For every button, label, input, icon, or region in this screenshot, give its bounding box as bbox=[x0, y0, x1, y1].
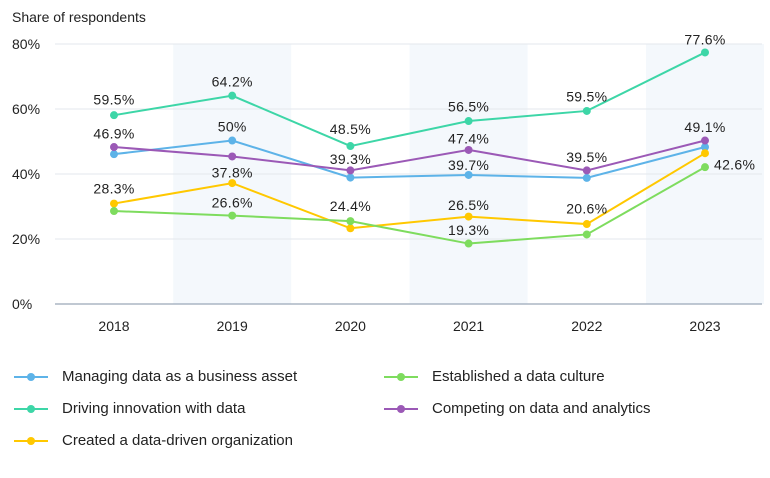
y-axis-title: Share of respondents bbox=[12, 9, 146, 25]
legend-item[interactable]: Driving innovation with data bbox=[14, 400, 245, 417]
data-label: 50% bbox=[218, 119, 247, 135]
legend-label: Established a data culture bbox=[432, 368, 605, 385]
data-point bbox=[346, 142, 355, 151]
data-label: 49.1% bbox=[684, 119, 725, 135]
data-label: 39.5% bbox=[566, 149, 607, 165]
data-point bbox=[110, 111, 118, 120]
data-point bbox=[464, 145, 473, 154]
data-label: 39.7% bbox=[448, 157, 489, 173]
series-line bbox=[113, 152, 706, 230]
data-label: 56.5% bbox=[448, 99, 489, 115]
line-chart: 0% 20% 40% 60% 80% Share of respondents 2018 20… bbox=[12, 9, 764, 334]
data-point bbox=[110, 199, 118, 208]
data-label: 28.3% bbox=[93, 180, 134, 196]
legend-item[interactable]: Established a data culture bbox=[384, 368, 605, 385]
series-line bbox=[113, 166, 706, 245]
data-point bbox=[228, 179, 237, 188]
data-point bbox=[582, 173, 591, 182]
data-point bbox=[464, 239, 473, 248]
data-label: 46.9% bbox=[93, 125, 134, 141]
data-label: 19.3% bbox=[448, 222, 489, 238]
data-point bbox=[346, 217, 355, 226]
x-tick-label: 2023 bbox=[689, 318, 720, 334]
legend-swatch-icon bbox=[384, 403, 418, 415]
legend-label: Driving innovation with data bbox=[62, 400, 246, 417]
data-label: 20.6% bbox=[566, 200, 607, 216]
legend-label: Created a data-driven organization bbox=[62, 432, 293, 449]
data-label: 26.6% bbox=[212, 194, 253, 210]
data-point bbox=[228, 211, 237, 220]
data-point bbox=[582, 166, 591, 175]
y-tick-label: 20% bbox=[12, 231, 40, 247]
data-label: 64.2% bbox=[212, 73, 253, 89]
data-point bbox=[110, 150, 118, 159]
legend-item[interactable]: Created a data-driven organization bbox=[14, 432, 293, 449]
legend-item[interactable]: Managing data as a business asset bbox=[14, 368, 297, 385]
series-line bbox=[113, 139, 706, 179]
data-point bbox=[110, 207, 118, 216]
x-tick-label: 2018 bbox=[98, 318, 129, 334]
data-point bbox=[346, 224, 355, 233]
data-label: 48.5% bbox=[330, 121, 371, 137]
legend-swatch-icon bbox=[14, 371, 48, 383]
data-point bbox=[464, 212, 473, 221]
data-label: 42.6% bbox=[714, 157, 755, 173]
data-point bbox=[582, 220, 591, 229]
legend-swatch-icon bbox=[14, 435, 48, 447]
legend-swatch-icon bbox=[384, 371, 418, 383]
data-point bbox=[701, 163, 709, 172]
data-label: 26.5% bbox=[448, 197, 489, 213]
data-point bbox=[701, 48, 709, 57]
data-label: 39.3% bbox=[330, 151, 371, 167]
data-point bbox=[464, 170, 473, 179]
data-point bbox=[228, 152, 237, 161]
x-tick-label: 2019 bbox=[217, 318, 248, 334]
data-point bbox=[228, 136, 237, 145]
data-point bbox=[346, 173, 355, 182]
data-point bbox=[582, 106, 591, 115]
data-point bbox=[110, 143, 118, 152]
legend-swatch-icon bbox=[14, 403, 48, 415]
x-tick-label: 2021 bbox=[453, 318, 484, 334]
y-tick-label: 60% bbox=[12, 101, 40, 117]
data-label: 24.4% bbox=[330, 198, 371, 214]
x-tick-label: 2020 bbox=[335, 318, 366, 334]
series-line bbox=[113, 139, 706, 172]
data-point bbox=[228, 91, 237, 100]
x-tick-label: 2022 bbox=[571, 318, 602, 334]
data-label: 47.4% bbox=[448, 130, 489, 146]
data-point bbox=[464, 117, 473, 126]
data-label: 37.8% bbox=[212, 164, 253, 180]
legend-item[interactable]: Competing on data and analytics bbox=[384, 400, 650, 417]
data-point bbox=[701, 136, 709, 145]
legend-label: Competing on data and analytics bbox=[432, 400, 651, 417]
data-point bbox=[701, 143, 709, 152]
data-label: 59.5% bbox=[566, 89, 607, 105]
data-label: 77.6% bbox=[684, 31, 725, 47]
legend-label: Managing data as a business asset bbox=[62, 368, 298, 385]
data-point bbox=[701, 149, 709, 158]
y-tick-label: 40% bbox=[12, 166, 40, 182]
y-tick-label: 80% bbox=[12, 36, 40, 52]
y-tick-label: 0% bbox=[12, 296, 32, 312]
data-point bbox=[582, 230, 591, 239]
data-point bbox=[346, 166, 355, 175]
data-label: 59.5% bbox=[93, 91, 134, 107]
series-line bbox=[113, 51, 706, 148]
